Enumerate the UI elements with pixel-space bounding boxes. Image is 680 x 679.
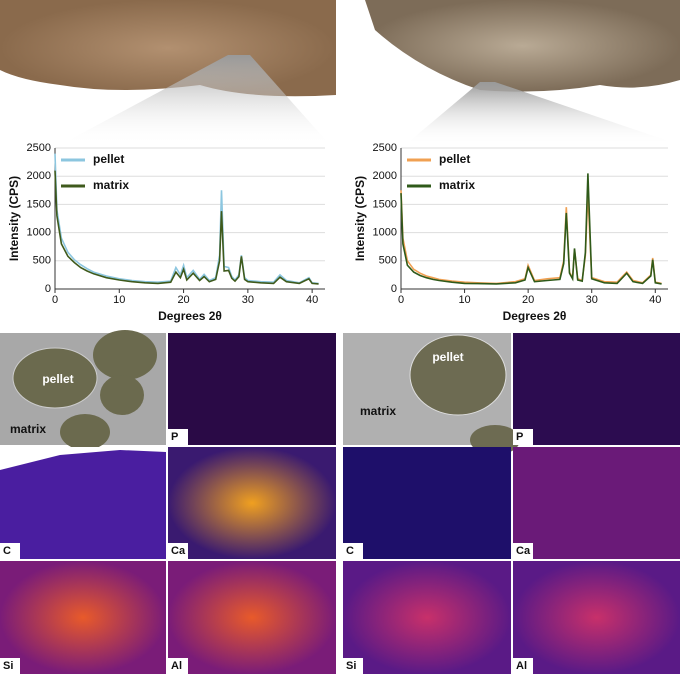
al-map (168, 561, 336, 674)
x-axis-label: Degrees 2θ (503, 309, 567, 323)
legend-label: pellet (93, 152, 124, 166)
x-tick-label: 30 (586, 294, 598, 306)
x-tick-label: 10 (458, 294, 470, 306)
element-labels: P C Ca Si Al P C Ca Si Al (0, 429, 533, 674)
y-tick-label: 2000 (373, 170, 397, 182)
map-panel: pellet matrix (0, 330, 336, 674)
element-label: Al (171, 660, 182, 672)
element-label-box (513, 543, 533, 559)
legend-label: matrix (439, 178, 475, 192)
si-map (0, 561, 166, 674)
rock-photo (0, 0, 336, 97)
x-tick-label: 0 (398, 294, 404, 306)
element-label-box (0, 658, 20, 674)
ca-map (168, 447, 336, 559)
element-label: C (346, 545, 354, 557)
c-map (0, 447, 166, 559)
pellet-label: pellet (42, 372, 73, 386)
pellet-outline (100, 375, 144, 415)
legend-label: pellet (439, 152, 470, 166)
element-label: Al (516, 660, 527, 672)
element-label: Ca (171, 545, 186, 557)
element-label-box (168, 543, 188, 559)
p-map (168, 333, 336, 445)
x-tick-label: 20 (522, 294, 534, 306)
element-label-box (168, 658, 188, 674)
legend-label: matrix (93, 178, 129, 192)
plot-area (55, 148, 325, 289)
y-tick-label: 500 (379, 255, 397, 267)
c-map (343, 447, 511, 559)
pellet-label: pellet (432, 350, 463, 364)
y-axis-label: Intensity (CPS) (353, 176, 367, 261)
y-tick-label: 1500 (373, 198, 397, 210)
element-label-box (513, 429, 533, 445)
element-label-box (343, 543, 363, 559)
element-label: Ca (516, 545, 531, 557)
p-map (513, 333, 680, 445)
x-tick-label: 20 (177, 294, 189, 306)
element-label: P (171, 431, 178, 443)
pellet-outline (93, 330, 157, 380)
y-axis-label: Intensity (CPS) (7, 176, 21, 261)
si-map (343, 561, 511, 674)
matrix-label: matrix (10, 422, 46, 436)
element-label-box (513, 658, 533, 674)
element-label: Si (346, 660, 356, 672)
y-tick-label: 2500 (27, 142, 51, 154)
y-tick-label: 1000 (27, 227, 51, 239)
y-tick-label: 1500 (27, 198, 51, 210)
pellet-outline (409, 334, 507, 416)
x-tick-label: 30 (242, 294, 254, 306)
zoom-cone (405, 82, 680, 145)
x-tick-label: 40 (306, 294, 318, 306)
element-label: C (3, 545, 11, 557)
x-tick-label: 40 (649, 294, 661, 306)
crack (0, 447, 166, 470)
y-tick-label: 1000 (373, 227, 397, 239)
y-tick-label: 0 (45, 283, 51, 295)
element-label: Si (3, 660, 13, 672)
x-axis-label: Degrees 2θ (158, 309, 222, 323)
element-label: P (516, 431, 523, 443)
plot-area (401, 148, 668, 289)
zoom-cone (60, 55, 330, 145)
al-map (513, 561, 680, 674)
element-label-box (0, 543, 20, 559)
x-tick-label: 10 (113, 294, 125, 306)
pellet-outline (60, 414, 110, 450)
matrix-label: matrix (360, 404, 396, 418)
series-line (400, 173, 662, 285)
y-tick-label: 2000 (27, 170, 51, 182)
series-line (54, 153, 319, 285)
element-label-box (168, 429, 188, 445)
element-label-box (343, 658, 363, 674)
y-tick-label: 500 (33, 255, 51, 267)
x-tick-label: 0 (52, 294, 58, 306)
ca-map (513, 447, 680, 559)
rock-photo (365, 0, 680, 92)
y-tick-label: 0 (391, 283, 397, 295)
series-line (54, 170, 319, 285)
pellet-outline (12, 347, 98, 409)
map-panel: pellet matrix (343, 333, 680, 674)
y-tick-label: 2500 (373, 142, 397, 154)
